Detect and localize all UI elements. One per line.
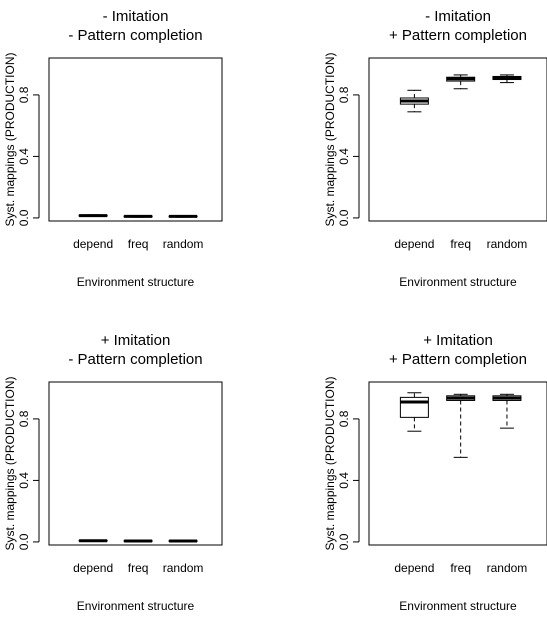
plot-frame xyxy=(48,381,223,546)
x-tick-label: random xyxy=(487,237,528,251)
box-depend xyxy=(399,89,429,113)
chart-title-line-1: + Imitation xyxy=(101,332,171,349)
y-tick-label: 0.0 xyxy=(337,209,351,226)
box-depend xyxy=(78,539,108,543)
box-random xyxy=(168,214,198,218)
chart-title-line-2: - Pattern completion xyxy=(68,27,202,44)
y-tick-label: 0.0 xyxy=(17,209,31,226)
y-tick-label: 0.8 xyxy=(337,86,351,103)
x-tick-label: depend xyxy=(73,561,113,575)
plot-frame xyxy=(48,57,223,222)
chart-title-line-2: + Pattern completion xyxy=(389,351,527,368)
x-tick-label: random xyxy=(487,561,528,575)
box-freq xyxy=(123,539,153,543)
y-tick-label: 0.0 xyxy=(17,533,31,550)
box-random xyxy=(492,393,522,429)
y-tick-label: 0.4 xyxy=(17,472,31,489)
y-tick-label: 0.4 xyxy=(17,148,31,165)
y-tick-label: 0.4 xyxy=(337,472,351,489)
box-body xyxy=(399,396,429,418)
y-axis-label: Syst. mappings (PRODUCTION) xyxy=(3,52,17,226)
box-random xyxy=(492,74,522,84)
x-tick-label: freq xyxy=(450,561,471,575)
chart-title-line-1: - Imitation xyxy=(103,8,169,25)
boxplot-panel-3: + Imitation - Pattern completion 0.0 0.4 0.8… xyxy=(3,332,223,613)
x-tick-label: freq xyxy=(128,237,149,251)
box-depend xyxy=(78,214,108,218)
boxplot-panel-1: - Imitation - Pattern completion 0.0 0.4 0.8… xyxy=(3,8,223,289)
boxplot-panel-2: - Imitation + Pattern completion 0.0 0.4 0.8… xyxy=(323,8,547,289)
x-tick-label: freq xyxy=(450,237,471,251)
x-axis-label: Environment structure xyxy=(77,275,195,289)
y-tick-label: 0.8 xyxy=(337,410,351,427)
y-tick-label: 0.4 xyxy=(337,148,351,165)
x-tick-label: depend xyxy=(394,237,434,251)
chart-title-line-2: + Pattern completion xyxy=(389,27,527,44)
x-tick-label: freq xyxy=(128,561,149,575)
y-tick-label: 0.8 xyxy=(17,86,31,103)
plot-frame xyxy=(368,57,547,222)
x-tick-label: random xyxy=(163,561,204,575)
boxplot-panel-4: + Imitation + Pattern completion 0.0 0.4 0.8… xyxy=(323,332,547,613)
chart-title-line-2: - Pattern completion xyxy=(68,351,202,368)
chart-title-line-1: + Imitation xyxy=(423,332,493,349)
y-axis-label: Syst. mappings (PRODUCTION) xyxy=(323,376,337,550)
chart-title-line-1: - Imitation xyxy=(425,8,491,25)
y-tick-label: 0.8 xyxy=(17,410,31,427)
x-axis-label: Environment structure xyxy=(77,599,195,613)
x-tick-label: random xyxy=(163,237,204,251)
box-random xyxy=(168,539,198,543)
box-freq xyxy=(446,393,476,458)
y-axis-label: Syst. mappings (PRODUCTION) xyxy=(323,52,337,226)
box-freq xyxy=(446,74,476,90)
x-tick-label: depend xyxy=(394,561,434,575)
y-tick-label: 0.0 xyxy=(337,533,351,550)
box-depend xyxy=(399,392,429,432)
plot-frame xyxy=(368,381,547,546)
x-axis-label: Environment structure xyxy=(399,599,517,613)
y-axis-label: Syst. mappings (PRODUCTION) xyxy=(3,376,17,550)
box-freq xyxy=(123,214,153,218)
x-axis-label: Environment structure xyxy=(399,275,517,289)
x-tick-label: depend xyxy=(73,237,113,251)
